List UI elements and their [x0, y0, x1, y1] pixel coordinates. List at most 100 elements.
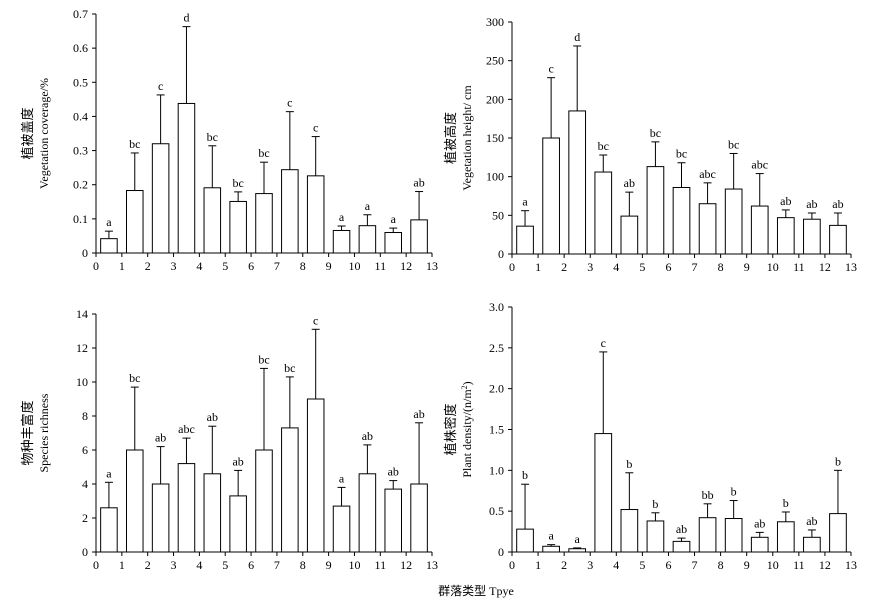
y-tick-label: 50 [492, 208, 504, 222]
x-tick-label: 8 [300, 259, 306, 273]
x-tick-label: 11 [793, 260, 805, 274]
x-tick-label: 7 [692, 260, 698, 274]
significance-label: a [339, 471, 345, 485]
y-tick-label: 0.2 [73, 178, 88, 192]
significance-label: bc [207, 130, 218, 144]
significance-label: bc [129, 371, 140, 385]
x-tick-label: 9 [744, 558, 750, 572]
x-tick-label: 9 [326, 259, 332, 273]
x-tick-label: 8 [718, 260, 724, 274]
x-tick-label: 7 [274, 558, 280, 572]
significance-label: ab [624, 176, 635, 190]
y-tick-label: 3.0 [489, 300, 504, 314]
significance-label: a [106, 466, 112, 480]
bar [332, 229, 351, 254]
x-tick-label: 10 [348, 259, 360, 273]
x-tick-label: 6 [665, 558, 671, 572]
x-tick-label: 0 [509, 260, 515, 274]
y-axis-label-en: Vegetation height/ cm [460, 85, 474, 191]
x-tick-label: 2 [145, 259, 151, 273]
bar [410, 483, 428, 553]
bar [177, 102, 196, 254]
bar [724, 518, 743, 553]
bar [829, 224, 847, 255]
y-tick-label: 0.3 [73, 144, 88, 158]
shared-x-axis-label: 群落类型 Tpye [438, 584, 514, 598]
bar [229, 200, 247, 254]
significance-label: ab [362, 429, 373, 443]
y-tick-label: 8 [82, 409, 88, 423]
bar [177, 463, 196, 553]
x-tick-label: 7 [692, 558, 698, 572]
bar [672, 540, 691, 553]
bar [803, 218, 821, 255]
x-tick-label: 5 [639, 260, 645, 274]
significance-label: ab [232, 454, 243, 468]
bar [229, 495, 247, 553]
x-tick-label: 11 [375, 259, 387, 273]
bar [384, 488, 403, 553]
y-tick-label: 200 [486, 92, 504, 106]
bar [151, 143, 170, 254]
x-tick-label: 12 [400, 558, 412, 572]
significance-label: b [731, 485, 737, 499]
bar [516, 225, 534, 255]
bar [358, 473, 377, 553]
bar [255, 449, 273, 553]
y-axis-label-en: Vegetation coverage/% [37, 78, 51, 189]
bar [698, 203, 717, 255]
x-tick-label: 6 [248, 558, 254, 572]
bar [568, 548, 587, 553]
x-tick-label: 9 [326, 558, 332, 572]
x-tick-label: 11 [375, 558, 387, 572]
y-tick-label: 6 [82, 443, 88, 457]
bar [306, 175, 325, 254]
y-axis-label-cn: 植被盖度 [20, 107, 35, 159]
significance-label: a [391, 212, 397, 226]
x-tick-label: 2 [145, 558, 151, 572]
bar [384, 232, 403, 254]
bar [646, 520, 665, 553]
y-tick-label: 2 [82, 511, 88, 525]
y-tick-label: 100 [486, 170, 504, 184]
x-tick-label: 12 [400, 259, 412, 273]
bar [100, 238, 118, 254]
significance-label: bc [258, 352, 269, 366]
significance-label: c [548, 62, 553, 76]
y-axis-label-cn: 物种丰富度 [20, 400, 35, 465]
significance-label: a [106, 215, 112, 229]
chart-panel-plant-density: 00.51.01.52.02.53.00 1b2a3a4c5b6b7ab8bb9b… [443, 300, 857, 572]
x-tick-label: 0 [509, 558, 515, 572]
significance-label: bc [258, 146, 269, 160]
y-tick-label: 12 [76, 341, 88, 355]
bar [125, 190, 144, 254]
bar [829, 513, 847, 553]
bar [203, 187, 222, 254]
x-tick-label: 10 [767, 558, 779, 572]
x-tick-label: 8 [718, 558, 724, 572]
y-axis-label-en: Species richness [37, 393, 51, 472]
x-tick-label: 4 [196, 558, 202, 572]
significance-label: abc [751, 158, 768, 172]
x-tick-label: 11 [793, 558, 805, 572]
significance-label: bc [598, 139, 609, 153]
x-tick-label: 13 [845, 260, 857, 274]
y-tick-label: 4 [82, 477, 88, 491]
bar [568, 110, 587, 255]
bar [306, 398, 325, 553]
bar [620, 509, 639, 553]
x-tick-label: 13 [845, 558, 857, 572]
x-tick-label: 13 [426, 259, 438, 273]
bar [358, 225, 377, 254]
significance-label: ab [207, 410, 218, 424]
significance-label: c [313, 313, 318, 327]
y-tick-label: 0.1 [73, 212, 88, 226]
x-tick-label: 5 [222, 558, 228, 572]
bar [151, 483, 170, 553]
significance-label: ab [806, 197, 817, 211]
significance-label: bc [284, 361, 295, 375]
significance-label: bb [702, 488, 714, 502]
bar [803, 536, 821, 553]
x-tick-label: 3 [587, 260, 593, 274]
y-tick-label: 2.5 [489, 341, 504, 355]
